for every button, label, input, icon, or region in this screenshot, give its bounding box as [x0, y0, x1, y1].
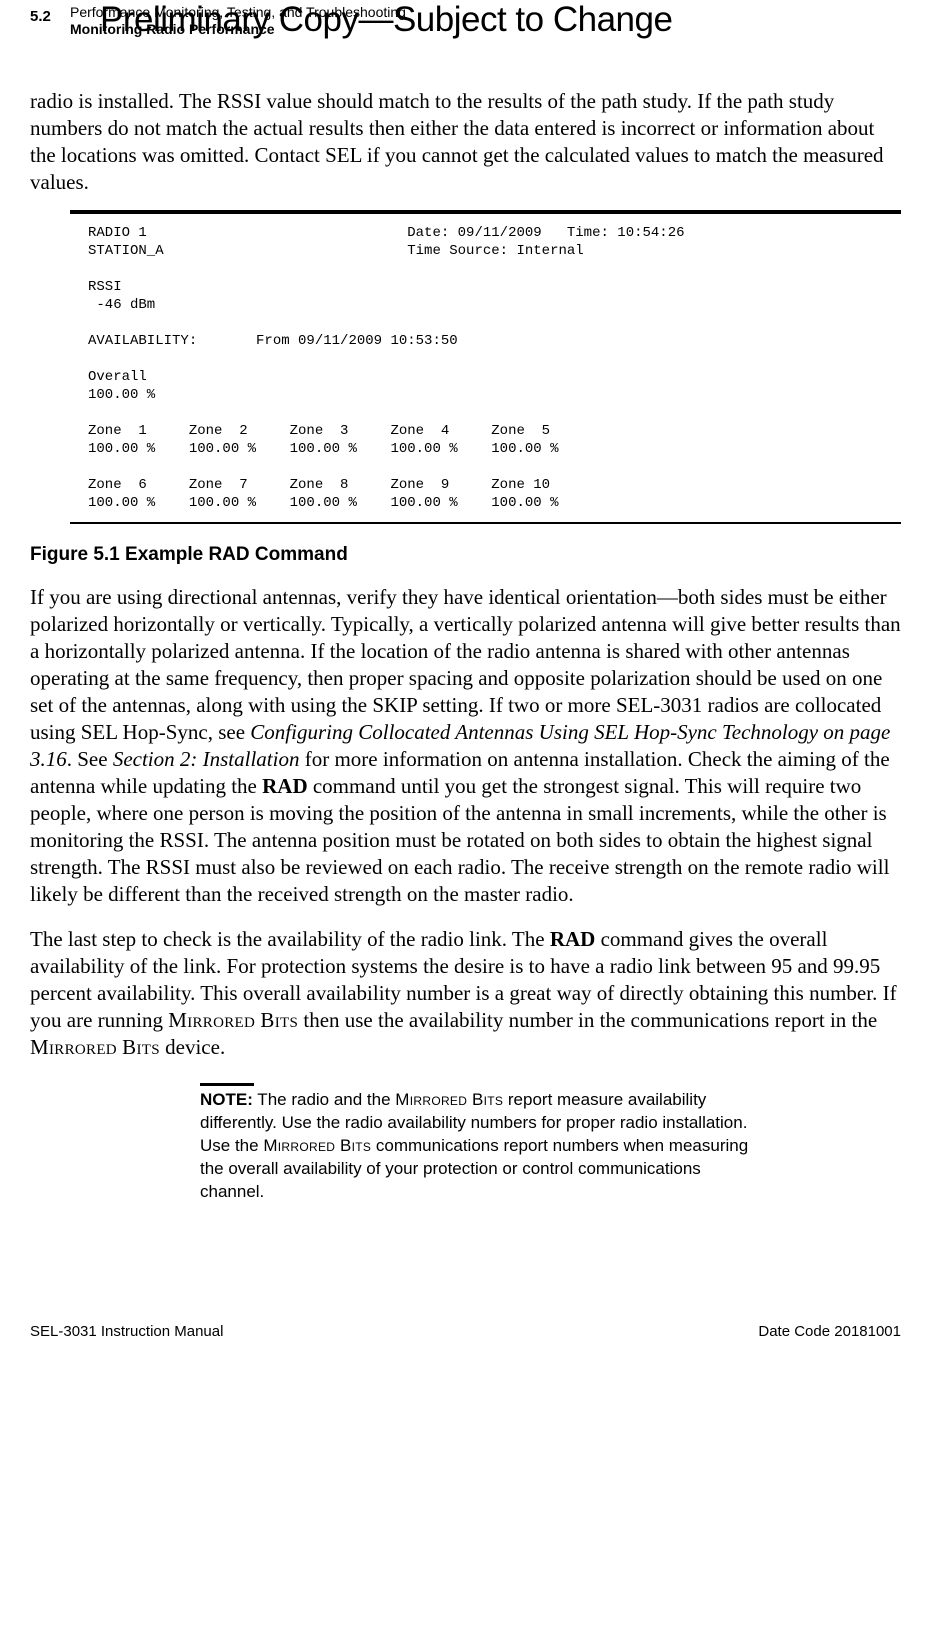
- paragraph-3: The last step to check is the availabili…: [30, 926, 901, 1061]
- paragraph-2: If you are using directional antennas, v…: [30, 584, 901, 908]
- terminal-text: RADIO 1 Date: 09/11/2009 Time: 10:54:26 …: [70, 214, 901, 522]
- watermark-text: Preliminary Copy—Subject to Change: [100, 0, 672, 40]
- intro-paragraph: radio is installed. The RSSI value shoul…: [30, 88, 901, 196]
- note-block: NOTE: The radio and the Mirrored Bits re…: [200, 1083, 760, 1203]
- note-rule: [200, 1083, 254, 1086]
- figure-caption: Figure 5.1 Example RAD Command: [30, 544, 901, 566]
- page-header: 5.2 Performance Monitoring, Testing, and…: [30, 0, 901, 70]
- page-footer: SEL-3031 Instruction Manual Date Code 20…: [30, 1323, 901, 1340]
- terminal-bottom-bar: [70, 522, 901, 524]
- terminal-output: RADIO 1 Date: 09/11/2009 Time: 10:54:26 …: [70, 210, 901, 524]
- footer-left: SEL-3031 Instruction Manual: [30, 1323, 223, 1340]
- note-text: NOTE: The radio and the Mirrored Bits re…: [200, 1088, 760, 1203]
- footer-right: Date Code 20181001: [758, 1323, 901, 1340]
- page-number: 5.2: [30, 8, 51, 25]
